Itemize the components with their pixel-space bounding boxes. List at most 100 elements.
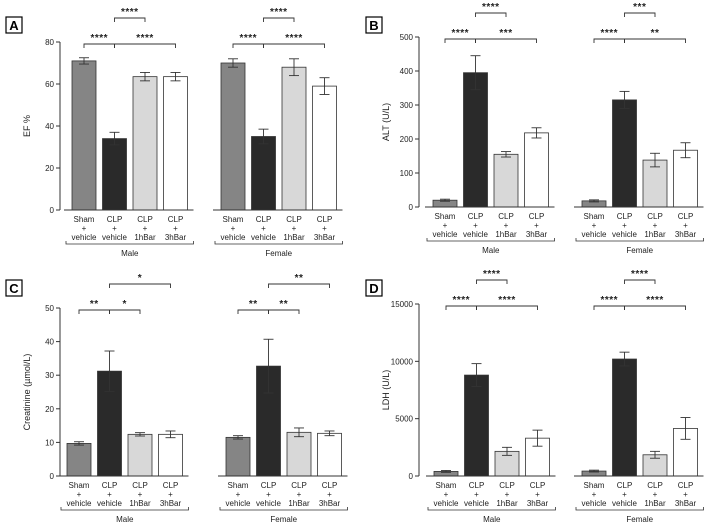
x-tick-label: + xyxy=(327,490,332,499)
x-tick-label: CLP xyxy=(647,481,663,490)
significance-label: ** xyxy=(90,299,99,310)
bar xyxy=(102,138,127,211)
x-tick-label: CLP xyxy=(468,212,484,221)
x-tick-label: Sham xyxy=(584,212,605,221)
x-tick-label: CLP xyxy=(499,481,515,490)
x-tick-label: vehicle xyxy=(226,499,251,508)
significance-label: ** xyxy=(295,273,304,284)
bar xyxy=(163,76,188,211)
significance-bracket xyxy=(476,305,538,310)
y-tick-label: 5000 xyxy=(395,415,413,424)
x-tick-label: + xyxy=(592,490,597,499)
x-tick-label: CLP xyxy=(132,481,148,490)
x-tick-label: vehicle xyxy=(72,233,97,242)
y-tick-label: 30 xyxy=(45,371,54,380)
x-tick-label: + xyxy=(592,221,597,230)
panel-letter: D xyxy=(369,281,378,296)
x-tick-label: + xyxy=(443,221,448,230)
significance-label: *** xyxy=(633,2,646,13)
significance-bracket xyxy=(593,38,625,43)
x-tick-label: + xyxy=(322,224,327,233)
significance-label: **** xyxy=(498,295,516,306)
significance-bracket xyxy=(624,12,656,17)
group-bracket xyxy=(575,238,704,242)
x-tick-label: CLP xyxy=(617,481,633,490)
y-tick-label: 100 xyxy=(400,169,414,178)
x-tick-label: CLP xyxy=(678,481,694,490)
bar xyxy=(220,62,246,211)
x-tick-label: 1hBar xyxy=(134,233,156,242)
significance-label: *** xyxy=(499,28,512,39)
y-axis-title: LDH (U/L) xyxy=(381,370,391,411)
x-tick-label: 3hBar xyxy=(527,499,549,508)
x-tick-label: vehicle xyxy=(612,499,637,508)
y-tick-label: 80 xyxy=(45,38,54,47)
x-tick-label: Sham xyxy=(584,481,605,490)
significance-bracket xyxy=(237,309,269,314)
x-tick-label: 1hBar xyxy=(496,499,518,508)
x-tick-label: + xyxy=(261,224,266,233)
x-tick-label: + xyxy=(292,224,297,233)
x-tick-label: + xyxy=(236,490,241,499)
significance-label: **** xyxy=(483,269,501,280)
x-tick-label: 3hBar xyxy=(314,233,336,242)
significance-bracket xyxy=(445,305,477,310)
bar xyxy=(493,153,519,208)
significance-label: **** xyxy=(285,33,303,44)
x-tick-label: 3hBar xyxy=(165,233,187,242)
x-tick-label: vehicle xyxy=(582,230,607,239)
group-bracket xyxy=(60,507,189,511)
x-tick-label: vehicle xyxy=(251,233,276,242)
y-axis-title: Creatinine (µmol/L) xyxy=(22,354,32,431)
x-tick-label: 3hBar xyxy=(675,499,697,508)
x-tick-label: + xyxy=(622,490,627,499)
x-tick-label: 1hBar xyxy=(129,499,151,508)
x-tick-label: + xyxy=(653,490,658,499)
group-label: Male xyxy=(482,246,500,255)
panel-letter-box xyxy=(365,16,383,34)
x-tick-label: Sham xyxy=(436,481,457,490)
group-bracket xyxy=(214,241,343,245)
x-tick-label: CLP xyxy=(469,481,485,490)
group-label: Male xyxy=(116,515,134,524)
x-tick-label: CLP xyxy=(530,481,546,490)
significance-bracket xyxy=(444,38,476,43)
y-tick-label: 0 xyxy=(50,472,55,481)
bar xyxy=(463,72,488,208)
x-tick-label: + xyxy=(653,221,658,230)
x-tick-label: + xyxy=(143,224,148,233)
x-tick-label: vehicle xyxy=(256,499,281,508)
significance-bracket xyxy=(83,43,115,48)
group-bracket xyxy=(426,238,555,242)
significance-bracket xyxy=(263,17,295,22)
y-tick-label: 40 xyxy=(45,122,54,131)
bar xyxy=(673,149,698,208)
significance-label: ** xyxy=(651,28,660,39)
bar xyxy=(158,433,183,477)
bar xyxy=(127,433,153,477)
panel-letter: A xyxy=(9,18,19,33)
x-tick-label: CLP xyxy=(261,481,277,490)
significance-label: * xyxy=(138,273,142,284)
x-tick-label: + xyxy=(82,224,87,233)
panel-letter-box xyxy=(5,279,23,297)
group-bracket xyxy=(427,507,556,511)
significance-bracket xyxy=(109,283,171,288)
bar xyxy=(524,132,549,208)
bar xyxy=(612,99,637,208)
x-tick-label: + xyxy=(266,490,271,499)
x-tick-label: CLP xyxy=(256,215,272,224)
significance-bracket xyxy=(624,305,686,310)
group-bracket xyxy=(65,241,194,245)
y-tick-label: 300 xyxy=(400,101,414,110)
x-tick-label: vehicle xyxy=(433,230,458,239)
y-tick-label: 0 xyxy=(50,206,55,215)
x-tick-label: Sham xyxy=(69,481,90,490)
bar xyxy=(66,443,92,477)
x-tick-label: 1hBar xyxy=(644,499,666,508)
x-tick-label: CLP xyxy=(102,481,118,490)
